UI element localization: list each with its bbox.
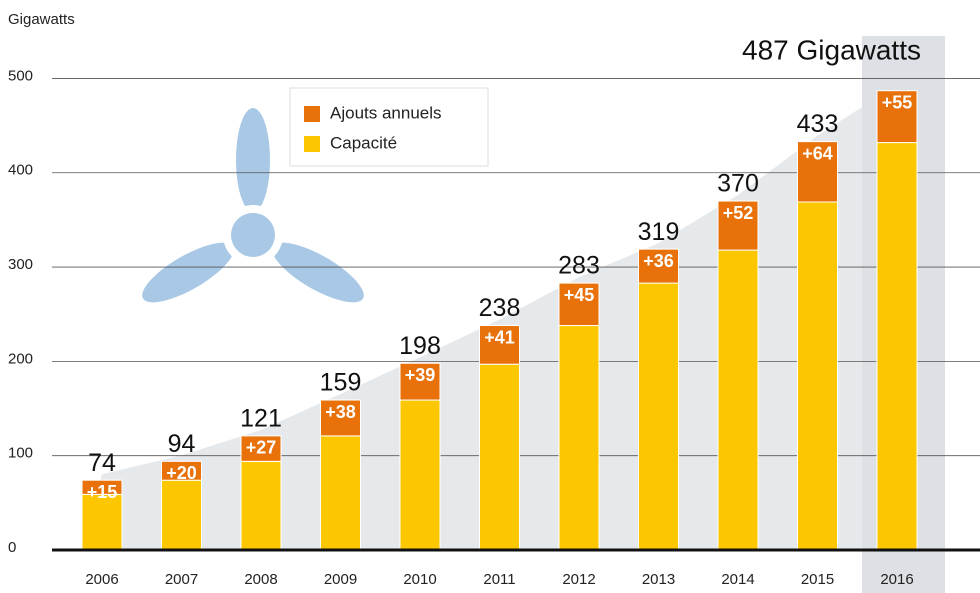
x-tick-label: 2012: [562, 571, 595, 588]
x-tick-label: 2007: [165, 571, 198, 588]
bar-segment: [81, 479, 123, 495]
segment-label: +55: [882, 92, 913, 112]
segment-label: +39: [405, 365, 436, 385]
blade: [142, 242, 234, 303]
y-tick-label: 500: [8, 67, 33, 84]
bar-segment: [240, 435, 282, 462]
bar-segment: [638, 248, 679, 284]
total-label: 370: [717, 170, 759, 198]
bar-segment: [479, 325, 520, 365]
x-tick-label: 2016: [880, 571, 913, 588]
x-tick-label: 2008: [244, 571, 277, 588]
hub: [231, 213, 275, 257]
bar-segment: [161, 479, 202, 551]
total-label: 238: [479, 294, 521, 322]
growth-area: [82, 84, 917, 550]
bar-segment: [399, 362, 441, 401]
bar-segment: [399, 399, 441, 551]
total-label: 319: [638, 218, 680, 246]
legend-label: Ajouts annuels: [330, 103, 442, 122]
x-tick-label: 2006: [85, 571, 118, 588]
total-label: 487 Gigawatts: [742, 34, 921, 65]
segment-label: +52: [723, 203, 754, 223]
bar-segment: [717, 249, 759, 551]
y-tick-label: 100: [8, 445, 33, 462]
bar-segment: [797, 141, 838, 203]
segment-label: +27: [246, 438, 277, 458]
legend-box: [289, 87, 489, 167]
x-tick-label: 2015: [801, 571, 834, 588]
x-tick-label: 2014: [721, 571, 754, 588]
y-tick-label: 300: [8, 256, 33, 273]
total-label: 283: [558, 252, 600, 280]
bar-segment: [717, 200, 759, 251]
bar-segment: [558, 282, 600, 327]
bar-segment: [876, 142, 918, 551]
legend: Ajouts annuels Capacité: [289, 87, 489, 167]
segment-label: +38: [325, 402, 356, 422]
blade: [236, 108, 270, 212]
bar-segment: [479, 363, 520, 551]
bar-segment: [320, 399, 361, 437]
y-tick-label: 0: [8, 539, 16, 556]
bar-segment: [876, 90, 918, 144]
bar-segment: [320, 435, 361, 551]
legend-swatch: [304, 136, 320, 152]
total-label: 74: [88, 449, 116, 477]
segment-label: +64: [802, 143, 833, 163]
blade: [272, 242, 364, 303]
legend-label: Capacité: [330, 133, 397, 152]
bar-segment: [638, 282, 679, 551]
bar-segment: [797, 201, 838, 551]
y-axis-label: Gigawatts: [8, 11, 75, 28]
segment-label: +36: [643, 251, 674, 271]
segment-label: +45: [564, 285, 595, 305]
total-label: 159: [320, 369, 362, 397]
total-label: 198: [399, 332, 441, 360]
y-tick-label: 400: [8, 162, 33, 179]
total-label: 121: [240, 404, 282, 432]
x-tick-label: 2013: [642, 571, 675, 588]
bar-segment: [558, 325, 600, 551]
segment-label: +20: [166, 463, 197, 483]
x-tick-label: 2010: [403, 571, 436, 588]
windmill-icon: [142, 108, 364, 303]
legend-swatch: [304, 106, 320, 122]
x-tick-label: 2009: [324, 571, 357, 588]
bar-segment: [161, 460, 202, 481]
x-tick-label: 2011: [483, 571, 515, 588]
bar-segment: [240, 460, 282, 551]
segment-label: +41: [484, 327, 515, 347]
total-label: 433: [797, 110, 839, 138]
total-label: 94: [168, 430, 196, 458]
y-tick-label: 200: [8, 350, 33, 367]
segment-label: +15: [87, 482, 118, 502]
bar-segment: [81, 493, 123, 551]
